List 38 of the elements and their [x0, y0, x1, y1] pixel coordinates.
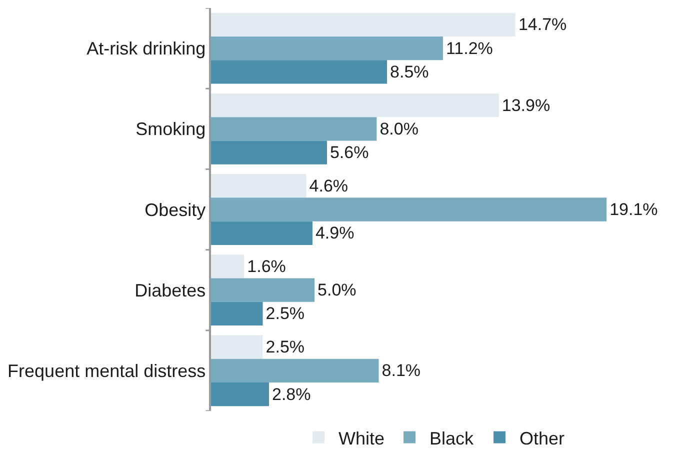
data-label: 11.2% — [446, 38, 493, 58]
y-tick-label: Frequent mental distress — [8, 361, 206, 381]
data-label: 8.1% — [382, 361, 421, 380]
data-label: 4.9% — [315, 224, 354, 243]
data-label: 8.5% — [390, 62, 429, 82]
y-tick-label: At-risk drinking — [86, 38, 206, 59]
data-label: 4.6% — [309, 176, 348, 196]
y-tick-label: Diabetes — [134, 280, 206, 300]
bar — [211, 93, 499, 118]
legend-label: Black — [430, 428, 475, 448]
data-label: 1.6% — [247, 256, 286, 276]
bar — [211, 335, 263, 359]
data-label: 19.1% — [610, 200, 658, 219]
legend-label: Other — [520, 428, 565, 448]
bar — [211, 221, 312, 245]
bar — [211, 36, 443, 60]
y-tick-label: Smoking — [136, 119, 206, 140]
bar — [211, 254, 244, 278]
bar — [211, 60, 388, 84]
bar — [211, 278, 315, 302]
data-label: 2.5% — [266, 304, 305, 324]
data-label: 2.8% — [272, 384, 311, 404]
bar — [211, 382, 269, 406]
data-label: 2.5% — [266, 338, 305, 357]
bar — [211, 140, 327, 164]
bar — [211, 198, 607, 222]
y-tick-label: Obesity — [144, 200, 206, 220]
bar — [211, 117, 377, 141]
bar — [211, 302, 263, 326]
bar — [211, 174, 306, 198]
data-label: 5.6% — [330, 143, 369, 162]
data-label: 14.7% — [518, 15, 567, 34]
legend-label: White — [338, 428, 385, 448]
data-label: 8.0% — [380, 119, 418, 138]
bar — [211, 358, 379, 383]
bar — [211, 12, 516, 36]
data-label: 5.0% — [318, 280, 356, 300]
data-label: 13.9% — [502, 96, 550, 115]
